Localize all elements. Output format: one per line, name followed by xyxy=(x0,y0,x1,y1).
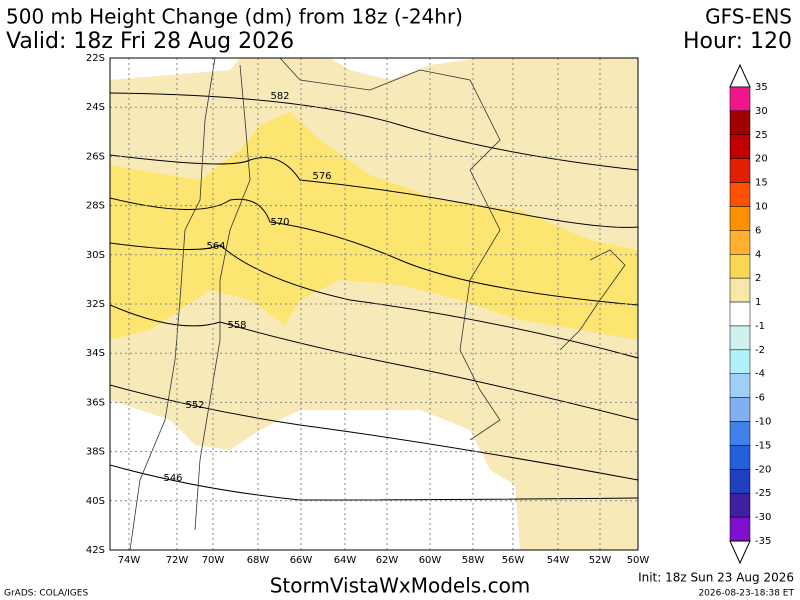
colorbar-swatch xyxy=(729,230,751,255)
colorbar-label: -35 xyxy=(755,536,771,547)
white-region xyxy=(330,58,480,80)
contour-label: 558 xyxy=(227,320,246,331)
init-time: Init: 18z Sun 23 Aug 2026 xyxy=(638,571,794,585)
colorbar-swatch xyxy=(729,134,751,159)
colorbar-label: -1 xyxy=(755,321,765,332)
colorbar-label: 20 xyxy=(755,154,768,165)
lon-label: 60W xyxy=(419,555,442,566)
colorbar-label: -20 xyxy=(755,464,771,475)
map-frame xyxy=(109,57,639,551)
contours xyxy=(110,92,638,501)
lon-label: 70W xyxy=(202,555,225,566)
colorbar-label: 2 xyxy=(755,273,761,284)
lon-label: 58W xyxy=(462,555,485,566)
forecast-hour: Hour: 120 xyxy=(683,29,792,54)
colorbar-label: -25 xyxy=(755,488,771,499)
lat-label: 24S xyxy=(86,102,105,113)
axis-labels: 22S 24S 26S 28S 30S 32S 34S 36S 38S 40S 42S 74W 72W 7… xyxy=(86,53,649,566)
colorbar-swatch xyxy=(729,421,751,446)
colorbar-swatch xyxy=(729,277,751,303)
lat-label: 28S xyxy=(86,201,105,212)
lat-label: 34S xyxy=(86,348,105,359)
colorbar-swatch xyxy=(729,445,751,470)
lon-label: 74W xyxy=(118,555,141,566)
colorbar-label: 10 xyxy=(755,201,768,212)
map: 582 576 570 564 558 552 546 xyxy=(109,57,639,551)
colorbar-label: 1 xyxy=(755,297,761,308)
colorbar-label: -6 xyxy=(755,393,765,404)
contour-label: 552 xyxy=(185,400,204,411)
contour-label: 546 xyxy=(163,473,182,484)
contour-labels: 582 576 570 564 558 552 546 xyxy=(163,91,331,484)
colorbar-label: -2 xyxy=(755,345,765,356)
colorbar-swatch xyxy=(729,492,751,518)
colorbar-swatch xyxy=(729,182,751,207)
lon-label: 68W xyxy=(247,555,270,566)
contour-label: 576 xyxy=(312,171,331,182)
lon-label: 56W xyxy=(502,555,525,566)
colorbar-swatch xyxy=(729,516,751,542)
colorbar-swatch xyxy=(729,469,751,494)
colorbar-label: -15 xyxy=(755,440,771,451)
lat-label: 32S xyxy=(86,299,105,310)
colorbar-swatch xyxy=(729,86,751,112)
lat-label: 40S xyxy=(86,496,105,507)
colorbar-swatch xyxy=(729,325,751,351)
model: GFS-ENS xyxy=(705,5,792,29)
timestamp: 2026-08-23-18:38 ET xyxy=(698,589,794,599)
colorbar-label: 4 xyxy=(755,249,761,260)
colorbar-swatch xyxy=(729,349,751,374)
colorbar-label: 30 xyxy=(755,106,768,117)
lon-label: 52W xyxy=(589,555,612,566)
lat-label: 30S xyxy=(86,250,105,261)
colorbar-arrow xyxy=(729,63,751,88)
lat-label: 42S xyxy=(86,545,105,556)
colorbar-label: -4 xyxy=(755,369,765,380)
colorbar-label: 6 xyxy=(755,225,761,236)
lon-label: 50W xyxy=(627,555,650,566)
lon-label: 62W xyxy=(376,555,399,566)
boundaries xyxy=(129,58,626,550)
title: 500 mb Height Change (dm) from 18z (-24h… xyxy=(6,5,463,29)
contour-label: 570 xyxy=(270,217,289,228)
lat-label: 22S xyxy=(86,53,105,64)
lon-label: 66W xyxy=(290,555,313,566)
lat-label: 38S xyxy=(86,447,105,458)
colorbar-swatch xyxy=(729,301,751,327)
lon-label: 64W xyxy=(334,555,357,566)
lat-label: 26S xyxy=(86,151,105,162)
yellow-region xyxy=(110,112,638,340)
colorbar-label: -10 xyxy=(755,417,771,428)
colorbar-swatch xyxy=(729,254,751,279)
colorbar-swatch xyxy=(729,373,751,398)
lon-label: 72W xyxy=(166,555,189,566)
colorbar: 35 30 25 20 15 10 6 4 2 1 -1 -2 -4 -6 -10 -15 -20 -25 -30 -… xyxy=(729,63,771,565)
colorbar-arrow xyxy=(729,540,751,565)
colorbar-label: -30 xyxy=(755,512,771,523)
valid-time: Valid: 18z Fri 28 Aug 2026 xyxy=(6,29,294,54)
colorbar-swatch xyxy=(729,110,751,136)
colorbar-label: 15 xyxy=(755,178,768,189)
colorbar-label: 25 xyxy=(755,130,768,141)
lon-label: 54W xyxy=(547,555,570,566)
site: StormVistaWxModels.com xyxy=(270,574,531,598)
lat-label: 36S xyxy=(86,397,105,408)
colorbar-swatch xyxy=(729,158,751,183)
colorbar-swatch xyxy=(729,206,751,231)
credit: GrADS: COLA/IGES xyxy=(4,589,88,599)
contour-label: 564 xyxy=(206,241,225,252)
colorbar-swatch xyxy=(729,397,751,422)
colorbar-label: 35 xyxy=(755,82,768,93)
contour-label: 582 xyxy=(270,91,289,102)
graticule xyxy=(110,58,638,550)
